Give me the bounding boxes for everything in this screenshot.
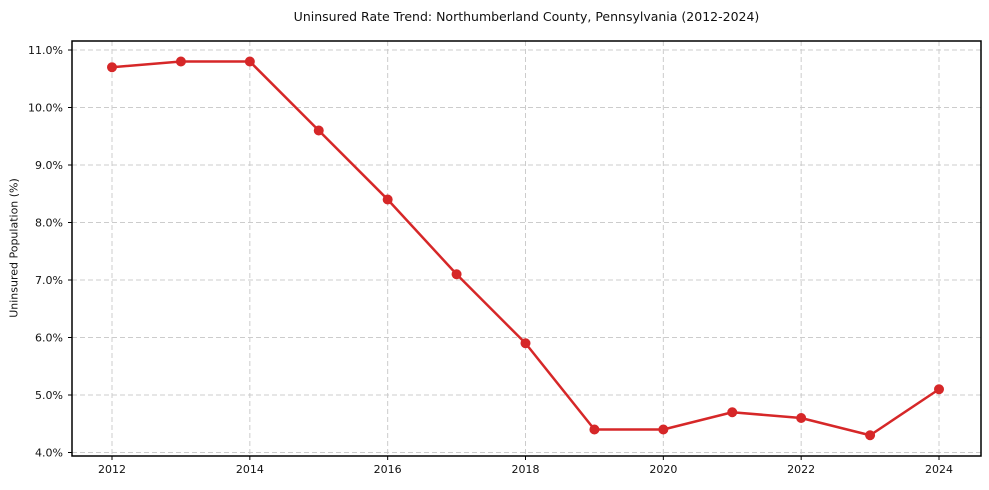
data-point-marker bbox=[589, 424, 600, 435]
x-tick-label: 2016 bbox=[374, 463, 402, 476]
x-tick-label: 2018 bbox=[512, 463, 540, 476]
data-point-marker bbox=[451, 269, 462, 280]
chart-title: Uninsured Rate Trend: Northumberland Cou… bbox=[293, 9, 760, 24]
y-tick-label: 10.0% bbox=[28, 102, 63, 115]
x-tick-label: 2014 bbox=[236, 463, 264, 476]
y-tick-label: 7.0% bbox=[35, 274, 63, 287]
data-point-marker bbox=[244, 56, 255, 67]
plot-border bbox=[71, 40, 982, 457]
data-point-marker bbox=[382, 194, 393, 205]
y-tick-label: 8.0% bbox=[35, 217, 63, 230]
y-tick-label: 9.0% bbox=[35, 159, 63, 172]
y-tick-label: 11.0% bbox=[28, 44, 63, 57]
x-tick-label: 2012 bbox=[98, 463, 126, 476]
x-tick-label: 2024 bbox=[925, 463, 953, 476]
data-point-marker bbox=[727, 407, 738, 418]
data-point-marker bbox=[796, 413, 807, 423]
data-point-marker bbox=[175, 56, 186, 67]
data-point-marker bbox=[107, 62, 117, 73]
x-tick-label: 2020 bbox=[649, 463, 677, 476]
y-tick-label: 6.0% bbox=[35, 332, 63, 345]
x-tick-label: 2022 bbox=[787, 463, 815, 476]
data-point-marker bbox=[520, 338, 531, 349]
data-point-marker bbox=[934, 384, 945, 395]
y-tick-label: 5.0% bbox=[35, 389, 63, 402]
data-point-marker bbox=[313, 125, 324, 136]
data-point-marker bbox=[865, 430, 876, 441]
data-point-marker bbox=[658, 424, 669, 435]
y-tick-label: 4.0% bbox=[35, 447, 63, 460]
